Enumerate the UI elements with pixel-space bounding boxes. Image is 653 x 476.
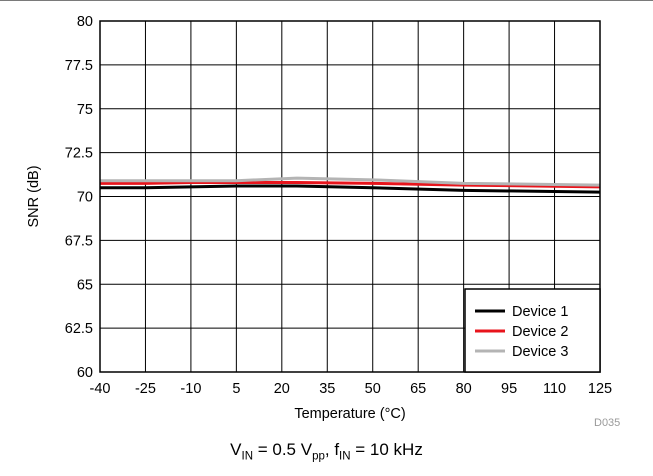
series-line-2	[100, 180, 601, 189]
series-lines	[100, 176, 601, 194]
caption-v: V	[230, 440, 242, 459]
x-tick-label: 5	[232, 381, 240, 397]
series-line-3	[100, 176, 601, 187]
x-tick-label: 65	[410, 381, 426, 397]
caption-f-sub: IN	[339, 450, 351, 463]
caption-v-rest: = 0.5 V	[253, 440, 313, 459]
x-tick-labels: -40 -25 -10 5 20 35 50 65 80 95 110 125	[90, 381, 613, 397]
plot-frame	[99, 20, 601, 373]
y-tick-label: 67.5	[65, 233, 93, 249]
y-tick-label: 75	[77, 102, 93, 118]
caption-f-sep: , f	[324, 440, 340, 459]
x-tick-label: 95	[501, 381, 517, 397]
caption-vpp-sub: pp	[312, 450, 325, 463]
caption-v-sub: IN	[241, 450, 254, 463]
x-tick-label: 35	[319, 381, 335, 397]
x-axis-label: Temperature (°C)	[294, 406, 405, 422]
y-tick-label: 70	[77, 190, 93, 206]
y-tick-label: 80	[77, 14, 93, 30]
x-tick-label: 20	[274, 381, 290, 397]
legend-label-3: Device 3	[512, 344, 568, 360]
x-tick-label: -40	[90, 381, 111, 397]
caption: VIN = 0.5 Vpp, fIN = 10 kHz	[0, 440, 653, 462]
x-tick-label: -10	[180, 381, 201, 397]
y-tick-label: 60	[77, 365, 93, 381]
legend-label-1: Device 1	[512, 304, 568, 320]
series-line-1	[100, 184, 601, 194]
caption-f-rest: = 10 kHz	[350, 440, 423, 459]
y-tick-label: 65	[77, 277, 93, 293]
y-axis-label: SNR (dB)	[26, 165, 42, 227]
x-tick-label: 125	[588, 381, 612, 397]
legend: Device 1 Device 2 Device 3	[464, 288, 601, 373]
y-tick-label: 77.5	[65, 58, 93, 74]
figure-id: D035	[594, 417, 621, 429]
top-rule	[0, 0, 653, 1]
x-tick-label: 110	[543, 381, 566, 397]
x-tick-label: 80	[456, 381, 472, 397]
y-tick-label: 62.5	[65, 321, 93, 337]
legend-label-2: Device 2	[512, 324, 568, 340]
x-tick-label: -25	[135, 381, 156, 397]
x-tick-label: 50	[365, 381, 381, 397]
y-tick-label: 72.5	[65, 146, 93, 162]
y-tick-labels: 60 62.5 65 67.5 70 72.5 75 77.5 80	[65, 14, 93, 381]
snr-vs-temperature-chart: 60 62.5 65 67.5 70 72.5 75 77.5 80 -40 -25 -10 5 20 3…	[26, 14, 613, 422]
